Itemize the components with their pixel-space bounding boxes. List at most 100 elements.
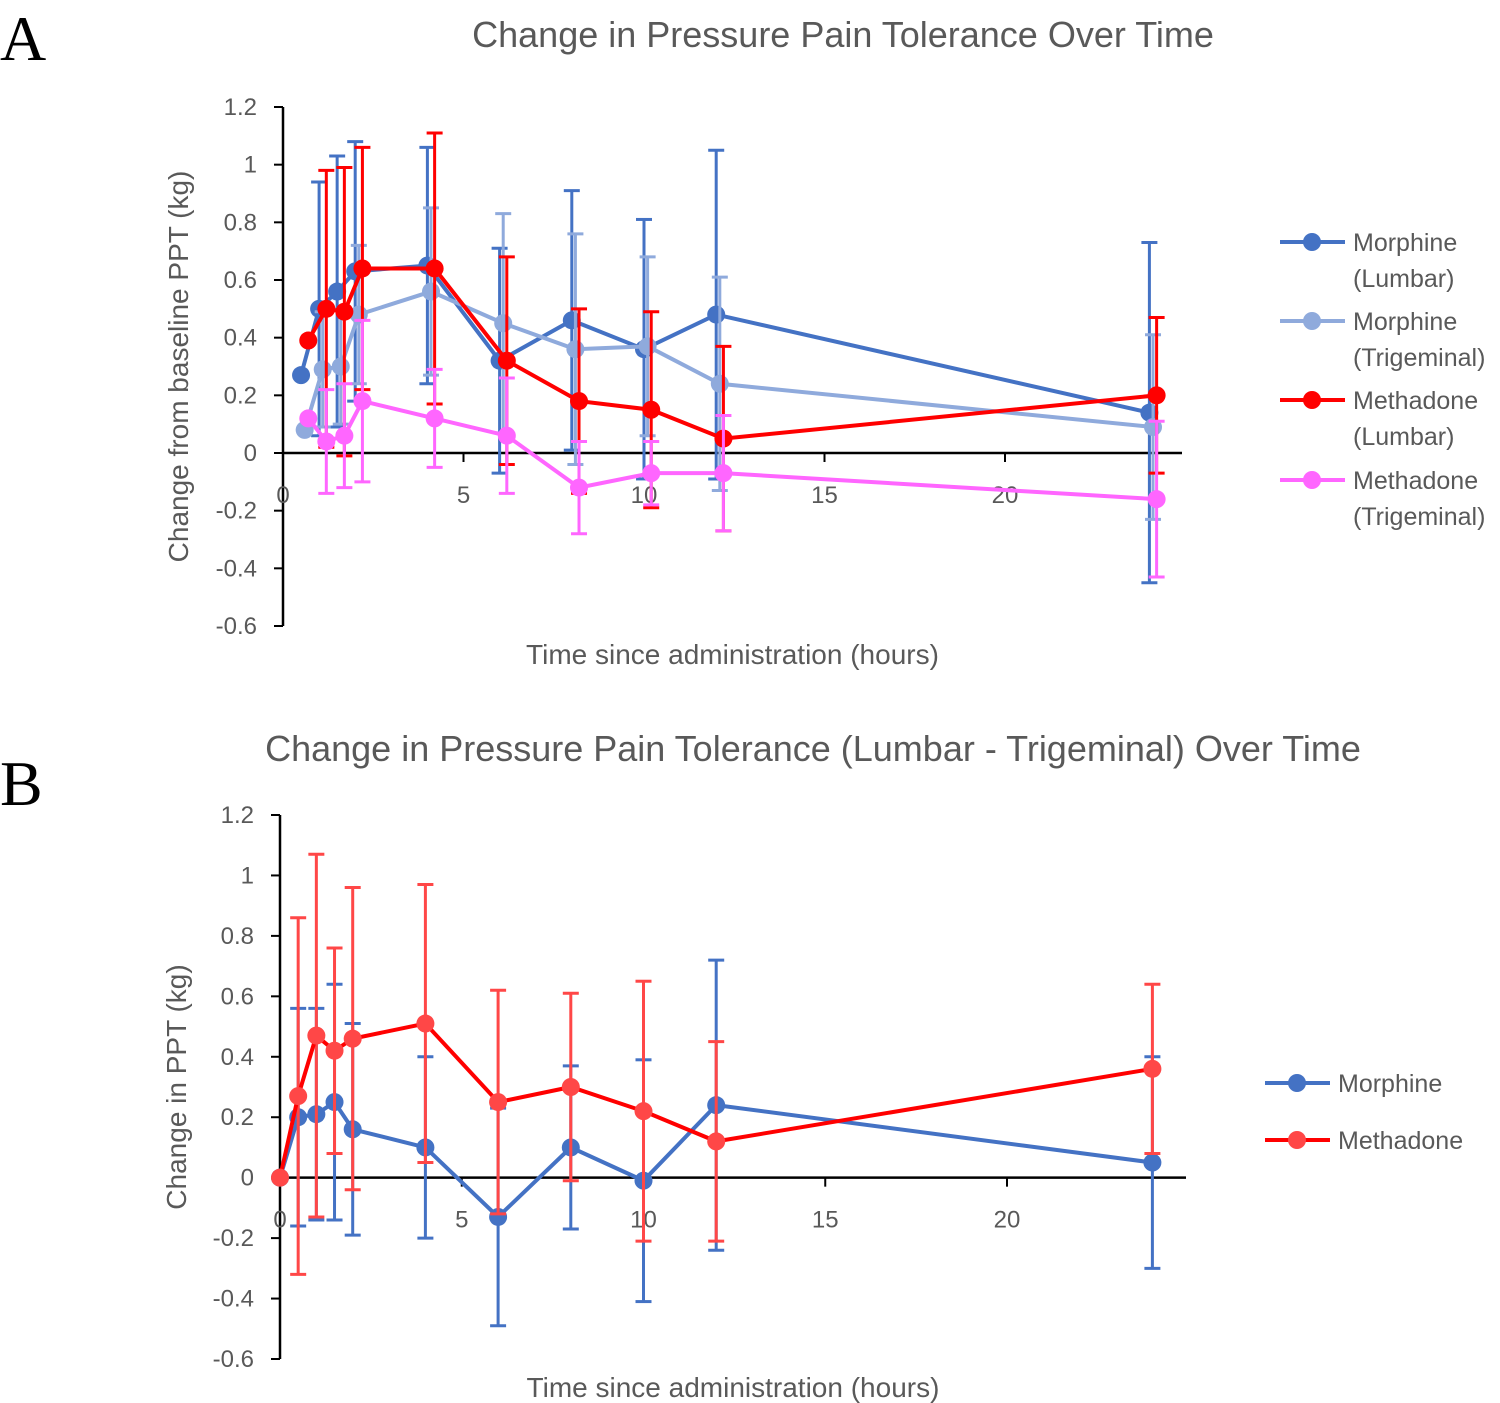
legend-label: Morphine	[1338, 1070, 1442, 1098]
data-point	[307, 1026, 326, 1045]
series-line	[306, 266, 1157, 441]
legend-marker	[1303, 233, 1321, 251]
legend-marker	[1303, 471, 1321, 489]
y-tick-label: 0.2	[221, 1104, 254, 1131]
legend-marker	[1288, 1074, 1306, 1092]
legend-marker	[1303, 391, 1321, 409]
y-tick-label: -0.6	[213, 1346, 254, 1373]
x-tick-label: 20	[992, 482, 1019, 509]
data-point	[335, 302, 354, 321]
y-tick-label: 1.2	[224, 94, 257, 121]
legend-marker	[1303, 312, 1321, 330]
chart-title: Change in Pressure Pain Tolerance Over T…	[472, 14, 1214, 55]
data-point	[317, 432, 336, 451]
legend-marker	[1288, 1131, 1306, 1149]
x-tick-label: 15	[812, 1207, 839, 1234]
legend-label-2: (Lumbar)	[1353, 265, 1454, 293]
y-tick-label: -0.4	[216, 555, 257, 582]
legend-label: Methadone	[1353, 387, 1478, 415]
legend-label: Morphine	[1353, 308, 1457, 336]
data-point	[707, 1132, 726, 1151]
data-point	[299, 409, 318, 428]
legend-label-2: (Trigeminal)	[1353, 344, 1485, 372]
data-point	[1147, 490, 1166, 509]
y-tick-label: 0.8	[221, 923, 254, 950]
y-tick-label: 0	[241, 1165, 254, 1192]
data-point	[425, 409, 444, 428]
chart-title: Change in Pressure Pain Tolerance (Lumba…	[265, 728, 1361, 769]
series-methadone-lumbar	[299, 131, 1166, 533]
data-point	[289, 1087, 308, 1106]
y-tick-label: -0.2	[216, 498, 257, 525]
y-tick-label: 0.2	[224, 382, 257, 409]
y-axis-label: Change in PPT (kg)	[161, 964, 192, 1209]
data-point	[343, 1029, 362, 1048]
data-point	[566, 340, 585, 359]
y-axis-label: Change from baseline PPT (kg)	[163, 171, 194, 563]
data-point	[638, 337, 657, 356]
data-point	[634, 1102, 653, 1121]
y-tick-label: -0.6	[216, 613, 257, 640]
x-tick-label: 5	[455, 1207, 468, 1234]
data-point	[353, 392, 372, 411]
data-point	[642, 464, 661, 483]
data-point	[707, 305, 726, 324]
data-point	[497, 351, 516, 370]
data-point	[313, 360, 332, 379]
data-point	[317, 299, 336, 318]
data-point	[561, 1078, 580, 1096]
chart-a: Change in Pressure Pain Tolerance Over T…	[163, 14, 1485, 670]
data-point	[710, 374, 729, 393]
y-tick-label: 0.4	[224, 325, 257, 352]
data-point	[292, 366, 311, 385]
data-point	[271, 1168, 289, 1187]
data-point	[353, 259, 372, 278]
legend-label-2: (Lumbar)	[1353, 423, 1454, 451]
x-tick-label: 5	[457, 482, 470, 509]
data-point	[335, 426, 354, 445]
y-tick-label: -0.2	[213, 1225, 254, 1252]
data-point	[328, 282, 347, 301]
y-tick-label: 0	[244, 440, 257, 467]
series-methadone-trigeminal	[299, 318, 1166, 579]
data-point	[489, 1093, 508, 1112]
data-point	[714, 464, 733, 483]
y-tick-label: -0.4	[213, 1286, 254, 1313]
series-methadone	[271, 852, 1162, 1276]
data-point	[331, 357, 350, 376]
data-point	[1143, 1153, 1162, 1172]
y-tick-label: 0.6	[221, 983, 254, 1010]
series-morphine-lumbar	[292, 140, 1159, 585]
data-point	[416, 1014, 435, 1033]
x-tick-label: 20	[994, 1207, 1021, 1234]
y-tick-label: 0.6	[224, 267, 257, 294]
data-point	[497, 426, 516, 445]
data-point	[299, 331, 318, 350]
data-point	[1147, 386, 1166, 405]
x-tick-label: 0	[276, 482, 289, 509]
y-tick-label: 0.4	[221, 1044, 254, 1071]
y-tick-label: 0.8	[224, 209, 257, 236]
legend-label: Methadone	[1338, 1127, 1463, 1155]
legend-label-2: (Trigeminal)	[1353, 503, 1485, 531]
panel-label-a: A	[0, 3, 46, 74]
data-point	[642, 400, 661, 419]
y-tick-label: 1	[244, 152, 257, 179]
data-point	[325, 1041, 344, 1060]
x-tick-label: 0	[273, 1207, 286, 1234]
chart-b: Change in Pressure Pain Tolerance (Lumba…	[161, 728, 1463, 1403]
x-axis-label: Time since administration (hours)	[527, 1372, 940, 1403]
legend-label: Morphine	[1353, 229, 1457, 257]
data-point	[494, 314, 513, 333]
series-line	[306, 398, 1157, 502]
legend-label: Methadone	[1353, 467, 1478, 495]
data-point	[1143, 1059, 1162, 1078]
data-point	[570, 392, 589, 411]
data-point	[422, 282, 441, 301]
panel-label-b: B	[0, 748, 43, 819]
y-tick-label: 1	[241, 862, 254, 889]
data-point	[425, 259, 444, 278]
data-point	[570, 478, 589, 497]
y-tick-label: 1.2	[221, 802, 254, 829]
